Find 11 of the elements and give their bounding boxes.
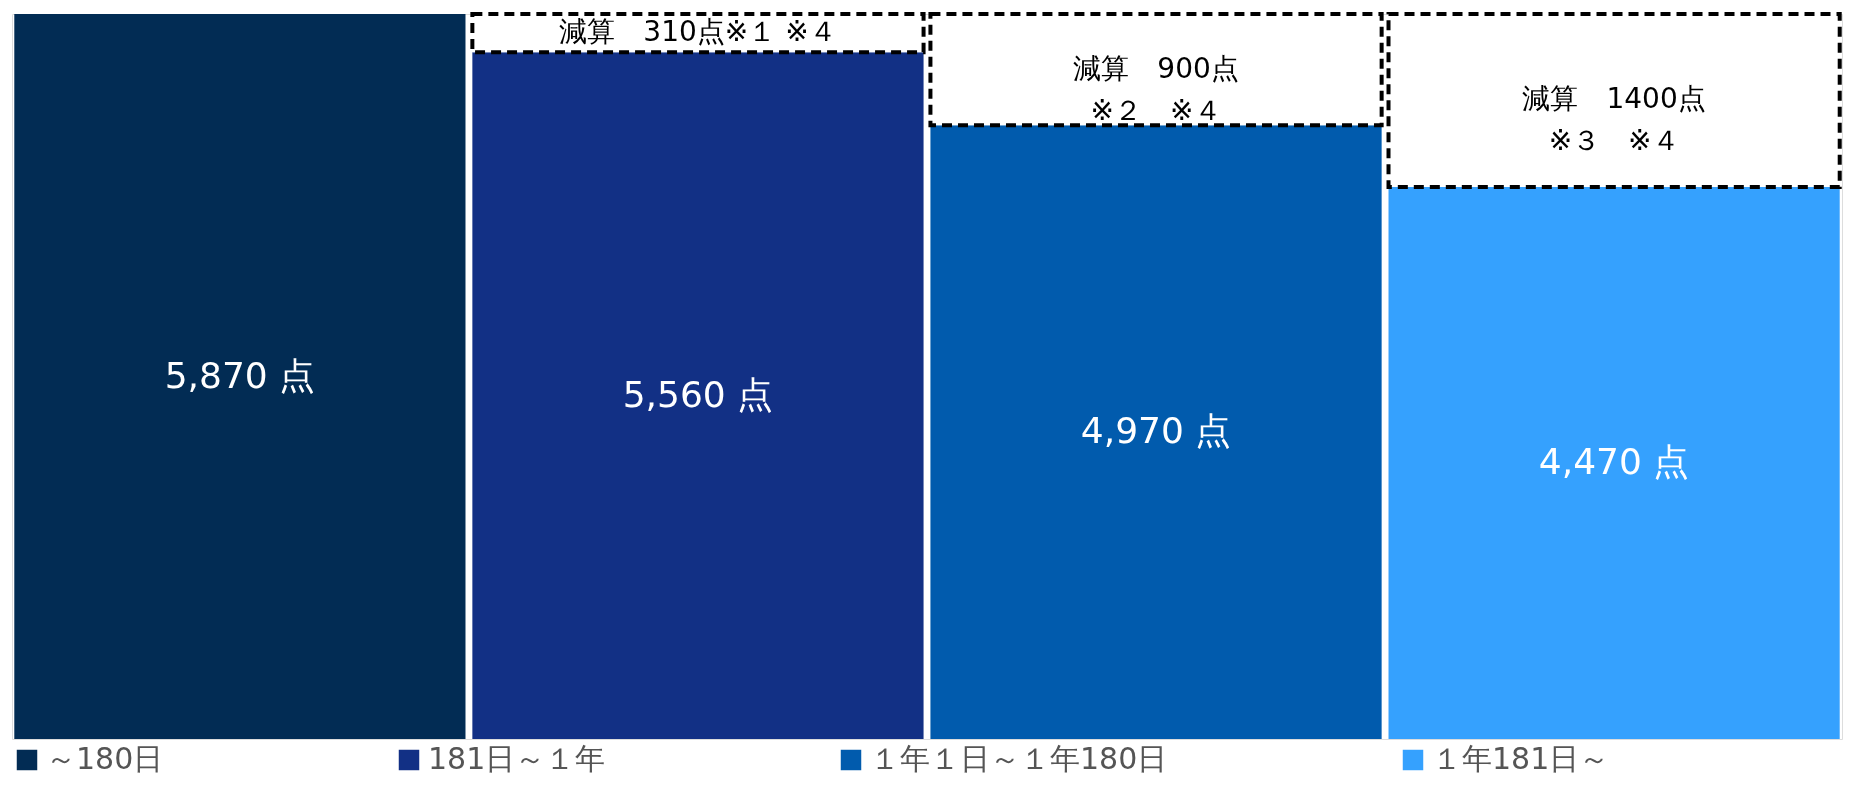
data-label: 減算 310点※１ ※４ [559,15,837,49]
legend-label: １年１日～１年180日 [870,741,1168,776]
legend-label: 181日～１年 [428,741,606,776]
data-label: 減算 1400点 ※３ ※４ [1522,82,1706,158]
data-label: 4,970 点 [1080,410,1232,452]
data-label: 5,870 点 [164,354,316,396]
legend-label: ～180日 [46,741,164,776]
data-label: 減算 900点 ※２ ※４ [1073,51,1239,127]
data-label: 5,560 点 [622,373,774,415]
legend-label: １年181日～ [1432,741,1610,776]
data-label: 4,470 点 [1538,440,1690,482]
